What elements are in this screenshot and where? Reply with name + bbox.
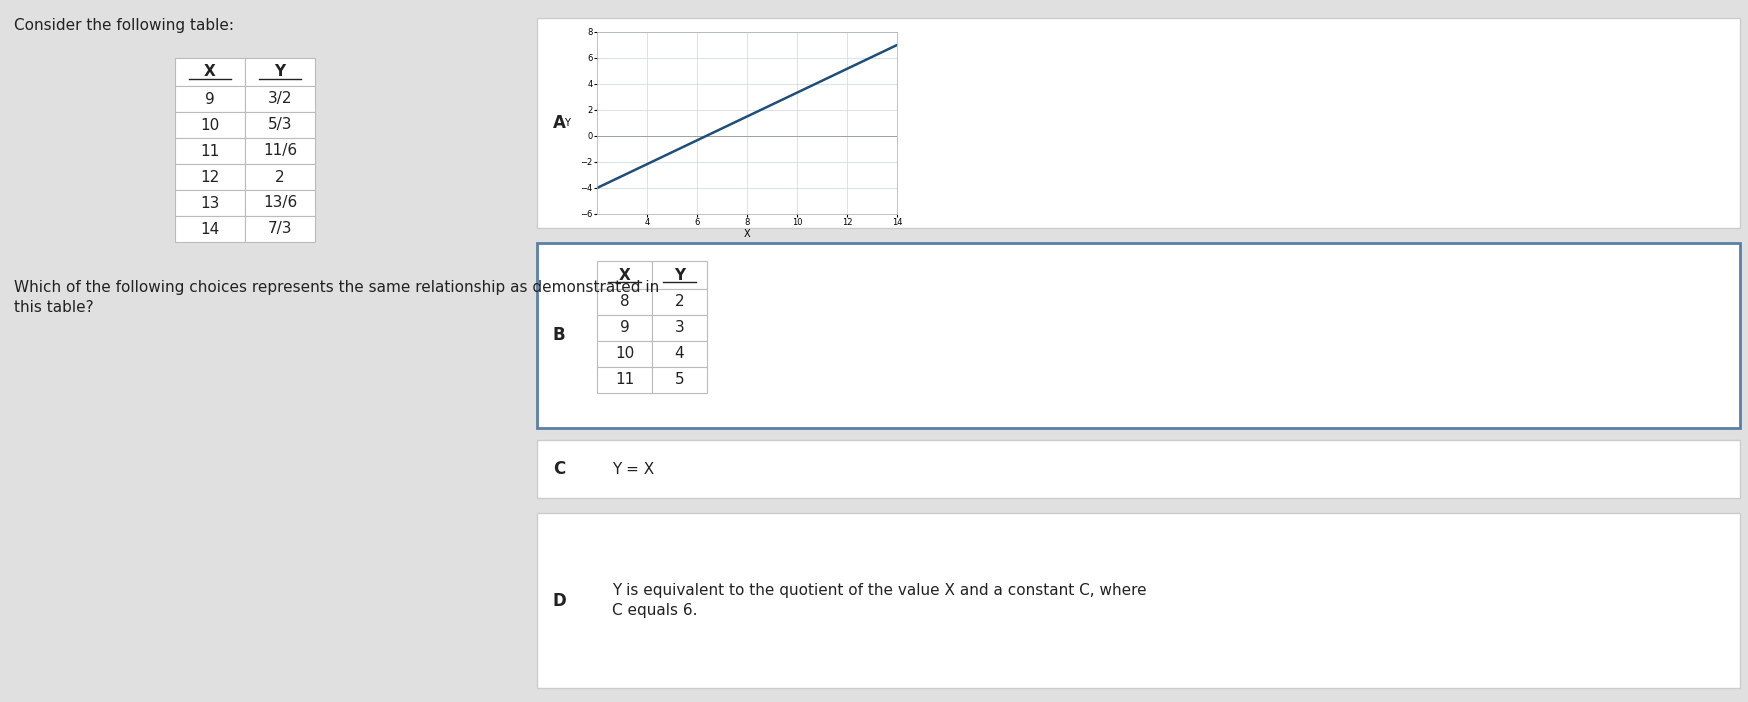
Bar (596, 315, 652, 341)
Text: Y: Y (673, 267, 685, 282)
Bar (652, 261, 706, 289)
Text: C: C (552, 460, 565, 478)
Text: 14: 14 (201, 222, 220, 237)
Bar (537, 513, 1739, 688)
Text: Y is equivalent to the quotient of the value X and a constant C, where: Y is equivalent to the quotient of the v… (612, 583, 1147, 598)
Bar (245, 164, 315, 190)
Bar (175, 58, 245, 86)
Bar (652, 341, 706, 367)
Bar (596, 341, 652, 367)
Text: 5: 5 (675, 373, 683, 388)
Bar (175, 138, 245, 164)
X-axis label: X: X (743, 229, 750, 239)
Text: 8: 8 (619, 295, 629, 310)
Bar (175, 164, 245, 190)
Bar (652, 367, 706, 393)
Text: Y: Y (274, 65, 285, 79)
Text: X: X (205, 65, 215, 79)
Text: 11: 11 (201, 143, 220, 159)
Bar (537, 440, 1739, 498)
Text: 13: 13 (201, 195, 220, 211)
Bar (175, 216, 245, 242)
Text: Which of the following choices represents the same relationship as demonstrated : Which of the following choices represent… (14, 280, 659, 295)
Bar (596, 367, 652, 393)
Bar (596, 289, 652, 315)
Text: Consider the following table:: Consider the following table: (14, 18, 234, 33)
Text: A: A (552, 114, 565, 132)
Bar (175, 190, 245, 216)
Text: B: B (552, 326, 565, 345)
Bar (245, 138, 315, 164)
Text: 2: 2 (675, 295, 683, 310)
Text: D: D (552, 592, 566, 609)
Text: 10: 10 (201, 117, 220, 133)
Bar (245, 190, 315, 216)
Text: 11: 11 (615, 373, 635, 388)
Bar (175, 112, 245, 138)
Text: this table?: this table? (14, 300, 94, 315)
Text: 11/6: 11/6 (262, 143, 297, 159)
Bar (537, 243, 1739, 428)
Text: Y: Y (565, 118, 570, 128)
Text: Y = X: Y = X (612, 461, 654, 477)
Bar (652, 315, 706, 341)
Text: 2: 2 (274, 169, 285, 185)
Bar (245, 112, 315, 138)
Text: 4: 4 (675, 347, 683, 362)
Bar (652, 289, 706, 315)
Text: X: X (619, 267, 629, 282)
Text: 3/2: 3/2 (267, 91, 292, 107)
Bar (245, 86, 315, 112)
Text: 9: 9 (619, 321, 629, 336)
Text: C equals 6.: C equals 6. (612, 603, 697, 618)
Text: 13/6: 13/6 (262, 195, 297, 211)
Bar (537, 18, 1739, 228)
Bar (245, 58, 315, 86)
Text: 7/3: 7/3 (267, 222, 292, 237)
Text: 12: 12 (201, 169, 220, 185)
Text: 10: 10 (615, 347, 635, 362)
Text: 9: 9 (205, 91, 215, 107)
Bar (596, 261, 652, 289)
Bar (245, 216, 315, 242)
Text: 3: 3 (675, 321, 683, 336)
Text: 5/3: 5/3 (267, 117, 292, 133)
Bar (175, 86, 245, 112)
